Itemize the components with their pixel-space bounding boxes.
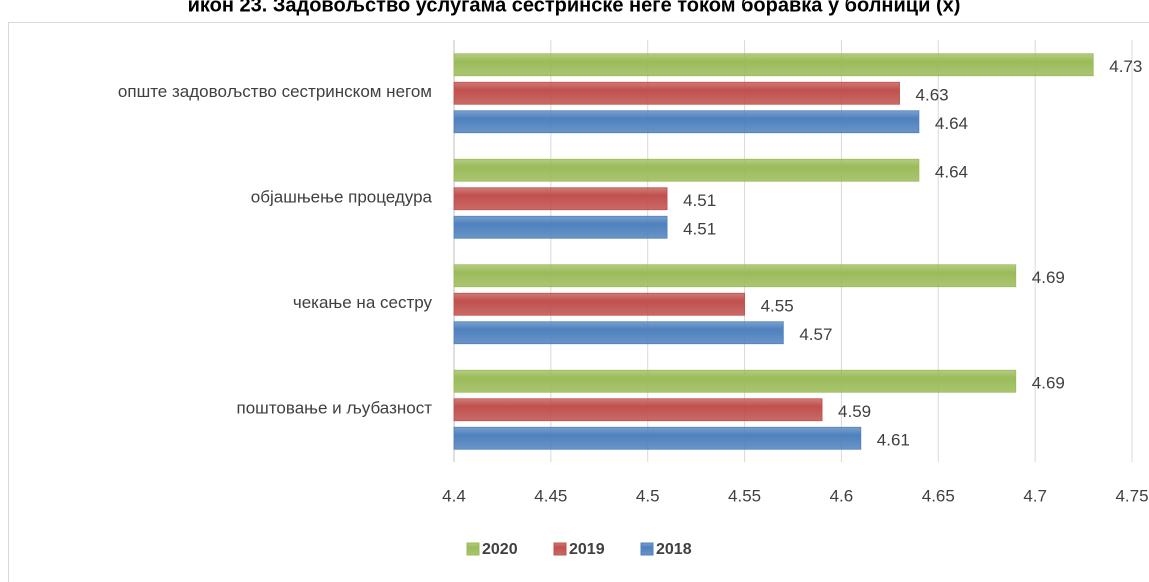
- y-tick-label: чекање на сестру: [293, 293, 433, 312]
- bar: [453, 369, 1017, 393]
- bar: [453, 110, 920, 134]
- data-label: 4.73: [1109, 57, 1142, 76]
- bar: [453, 398, 823, 422]
- bar: [453, 158, 920, 182]
- legend-marker: [640, 542, 654, 556]
- legend-label: 2020: [482, 541, 518, 558]
- x-tick-label: 4.45: [534, 486, 567, 505]
- bar: [453, 215, 668, 239]
- data-label: 4.63: [916, 86, 949, 105]
- y-tick-label: објашњење процедура: [251, 188, 433, 207]
- bar: [453, 426, 862, 450]
- bar: [453, 81, 900, 105]
- data-label: 4.69: [1032, 374, 1065, 393]
- data-label: 4.61: [877, 431, 910, 450]
- data-label: 4.57: [799, 325, 832, 344]
- y-tick-label: опште задовољство сестринском негом: [118, 82, 432, 101]
- data-label: 4.51: [683, 220, 716, 239]
- x-tick-label: 4.5: [636, 486, 660, 505]
- data-label: 4.64: [935, 163, 968, 182]
- x-tick-label: 4.7: [1023, 486, 1047, 505]
- x-tick-label: 4.55: [728, 486, 761, 505]
- y-tick-label: поштовање и љубазност: [237, 399, 433, 418]
- data-label: 4.69: [1032, 268, 1065, 287]
- data-label: 4.51: [683, 191, 716, 210]
- x-tick-label: 4.6: [830, 486, 854, 505]
- legend-label: 2018: [656, 541, 692, 558]
- x-tick-label: 4.65: [922, 486, 955, 505]
- bar: [453, 264, 1017, 288]
- bar: [453, 292, 745, 316]
- bar: [453, 53, 1094, 77]
- x-tick-label: 4.4: [442, 486, 466, 505]
- data-label: 4.59: [838, 402, 871, 421]
- bar: [453, 187, 668, 211]
- chart-title: икон 23. Задовољство услугама сестринске…: [188, 0, 961, 16]
- data-label: 4.64: [935, 114, 968, 133]
- legend-label: 2019: [569, 541, 605, 558]
- legend-marker: [466, 542, 480, 556]
- data-label: 4.55: [761, 297, 794, 316]
- bar: [453, 321, 784, 345]
- legend-marker: [553, 542, 567, 556]
- x-tick-label: 4.75: [1115, 486, 1148, 505]
